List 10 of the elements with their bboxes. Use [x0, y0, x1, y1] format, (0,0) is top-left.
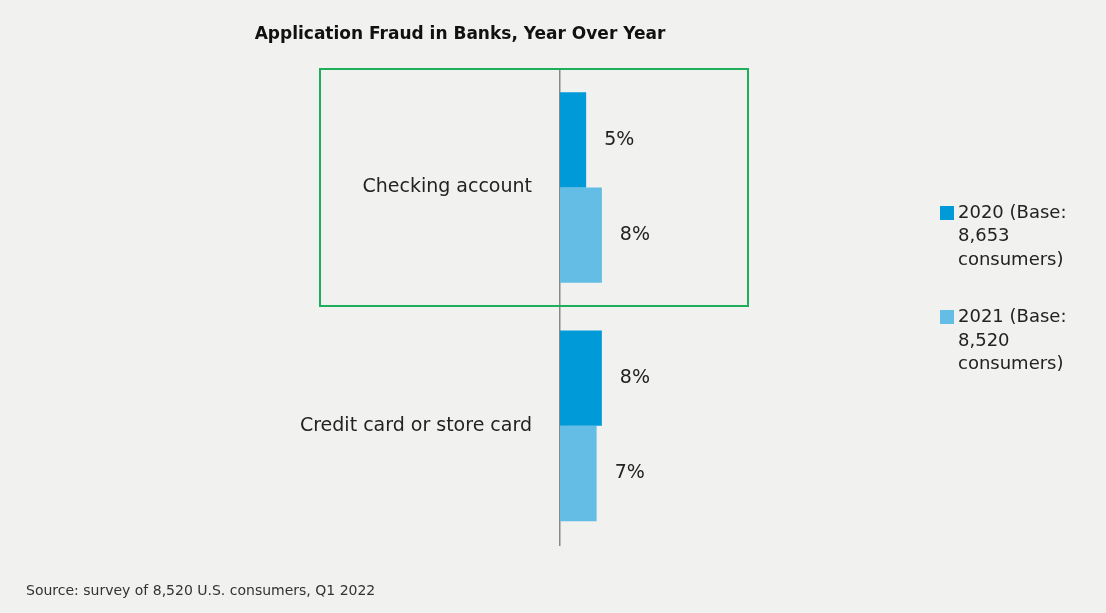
source-note: Source: survey of 8,520 U.S. consumers, Q1 2022 [26, 582, 376, 598]
data-label: 8% [619, 365, 651, 388]
y-tick-label: Credit card or store card [299, 412, 532, 435]
y-tick-label: Checking account [362, 174, 532, 197]
data-label: 5% [604, 126, 635, 149]
data-label: 7% [614, 460, 645, 483]
chart-title: Application Fraud in Banks, Year Over Year [254, 22, 666, 43]
legend-label: 2020 (Base: 8,653 consumers) [958, 200, 1068, 271]
data-label: 8% [619, 222, 651, 245]
legend-label: 2021 (Base: 8,520 consumers) [958, 304, 1068, 375]
